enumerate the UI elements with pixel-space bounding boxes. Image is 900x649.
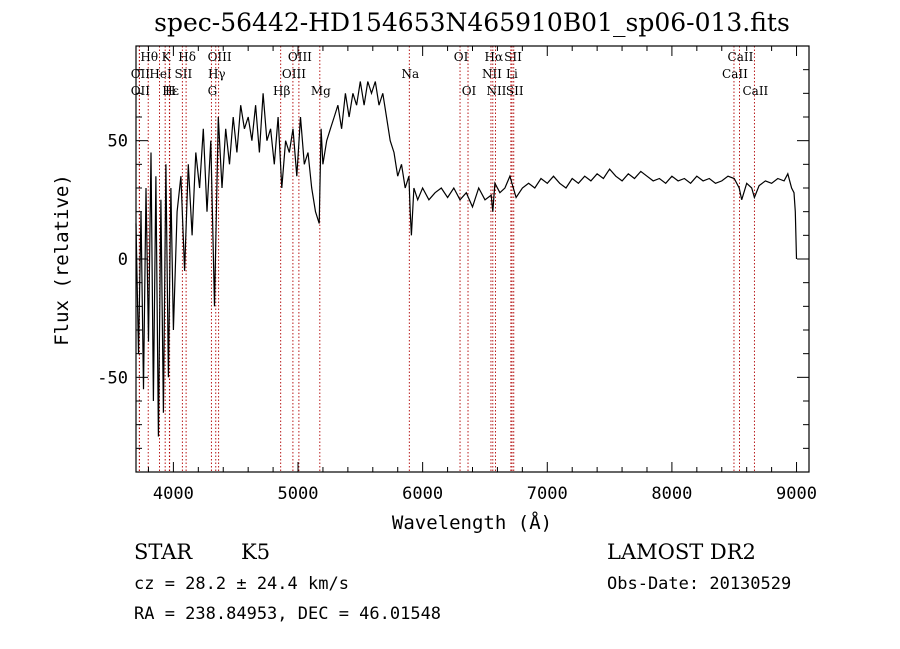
y-axis-label: Flux (relative): [51, 174, 73, 346]
y-tick-label-0: -50: [97, 368, 128, 388]
x-axis-label: Wavelength (Å): [392, 511, 552, 534]
line-marker-label-3: K: [162, 50, 172, 64]
line-marker-label-5: HeI: [149, 67, 172, 81]
axis-ticks: 4000 5000 6000 7000 8000 9000 -50 0 50: [97, 46, 817, 504]
x-tick-label-1: 5000: [278, 484, 319, 504]
object-subclass: K5: [241, 540, 270, 564]
line-marker-label-25: CaII: [728, 50, 754, 64]
x-tick-label-5: 9000: [776, 484, 817, 504]
line-marker-label-18: OI: [462, 84, 477, 98]
x-tick-label-4: 8000: [651, 484, 692, 504]
line-marker-label-22: Li: [506, 67, 518, 81]
line-marker-label-4: Hδ: [178, 50, 196, 64]
line-marker-label-9: OIII: [208, 50, 232, 64]
line-marker-label-13: OIII: [282, 67, 306, 81]
line-marker-label-27: CaII: [742, 84, 768, 98]
line-marker-label-15: Mg: [311, 84, 331, 98]
spectrum-plot: [135, 81, 798, 437]
line-marker-label-23: NII: [486, 84, 506, 98]
line-marker-label-16: Na: [401, 67, 419, 81]
redshift-text: cz = 28.2 ± 24.4 km/s: [134, 574, 349, 594]
chart-title: spec-56442-HD154653N465910B01_sp06-013.f…: [154, 8, 790, 37]
line-marker-label-19: Hα: [485, 50, 504, 64]
obs-date-text: Obs-Date: 20130529: [607, 574, 791, 594]
line-marker-label-0: Hθ: [140, 50, 158, 64]
line-marker-label-21: NII: [482, 67, 502, 81]
line-marker-label-10: Hγ: [208, 67, 226, 81]
plot-frame: [135, 45, 810, 473]
coordinates-text: RA = 238.84953, DEC = 46.01548: [134, 604, 441, 624]
spectrum-series-line: [135, 81, 798, 437]
object-class: STAR: [134, 540, 193, 564]
line-marker-label-17: OI: [454, 50, 469, 64]
line-marker-label-6: SII: [175, 67, 193, 81]
y-tick-label-1: 0: [118, 250, 128, 270]
line-marker-label-2: OII: [131, 84, 151, 98]
line-marker-label-7: Hε: [162, 84, 179, 98]
line-marker-label-14: Hβ: [273, 84, 290, 98]
line-marker-label-24: SII: [506, 84, 524, 98]
line-marker-label-1: OII: [131, 67, 151, 81]
line-marker-label-8: H: [165, 84, 175, 98]
line-marker-label-12: OIII: [288, 50, 312, 64]
line-marker-label-20: SII: [504, 50, 522, 64]
x-tick-label-2: 6000: [402, 484, 443, 504]
survey-name: LAMOST DR2: [607, 540, 756, 564]
line-marker-label-26: CaII: [722, 67, 748, 81]
x-tick-label-0: 4000: [153, 484, 194, 504]
line-marker-label-11: G: [208, 84, 218, 98]
y-tick-label-2: 50: [108, 132, 128, 152]
x-tick-label-3: 7000: [527, 484, 568, 504]
